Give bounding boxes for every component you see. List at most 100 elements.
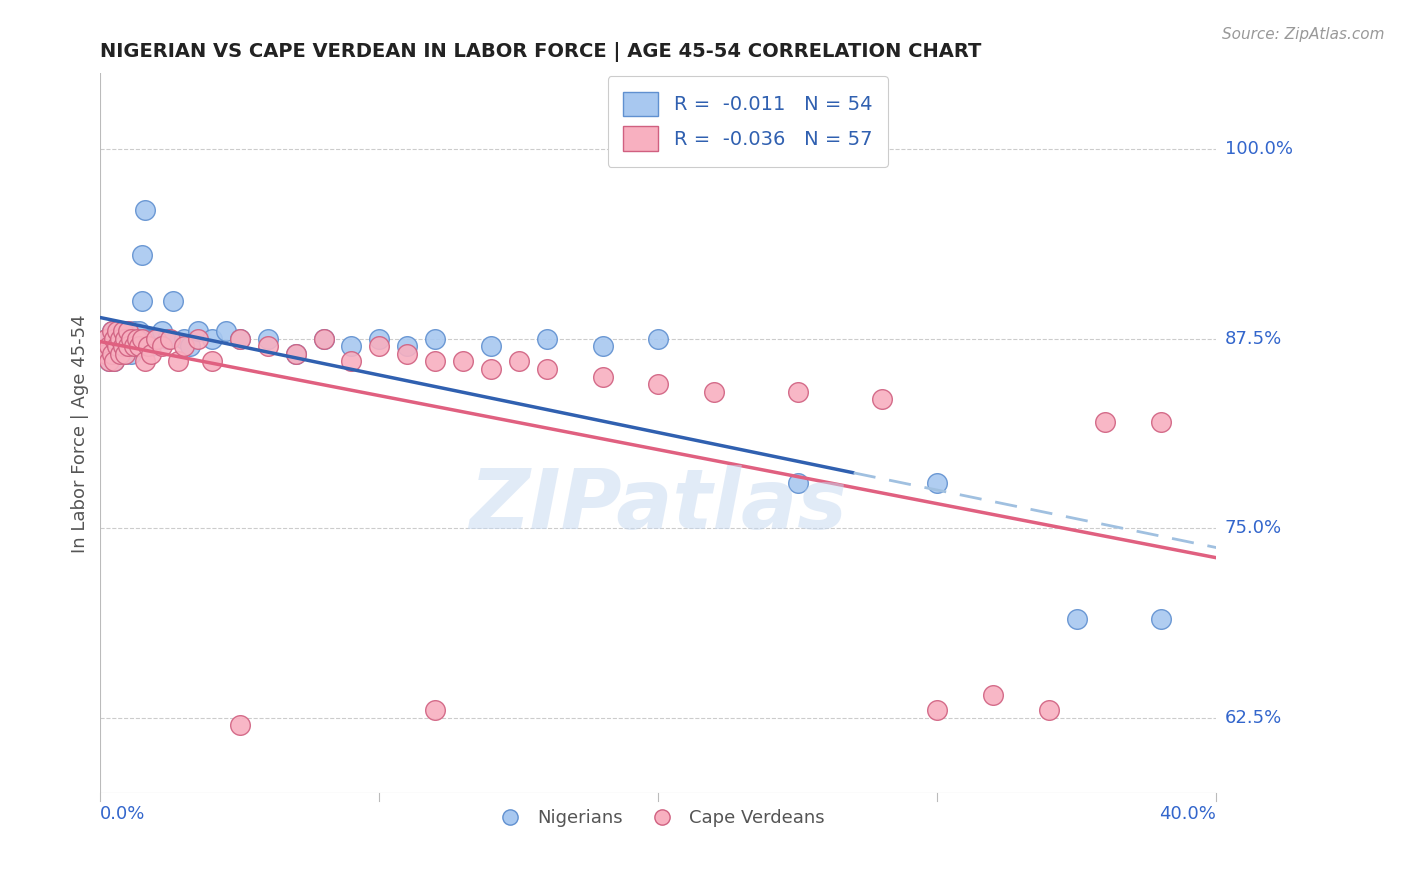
Point <box>105 339 128 353</box>
Point <box>536 362 558 376</box>
Point <box>187 324 209 338</box>
Text: 75.0%: 75.0% <box>1225 519 1282 537</box>
Y-axis label: In Labor Force | Age 45-54: In Labor Force | Age 45-54 <box>72 314 89 553</box>
Point <box>173 339 195 353</box>
Text: 87.5%: 87.5% <box>1225 330 1282 348</box>
Text: ZIPatlas: ZIPatlas <box>470 465 848 546</box>
Point <box>425 332 447 346</box>
Point <box>229 332 252 346</box>
Text: 0.0%: 0.0% <box>100 805 146 823</box>
Text: 100.0%: 100.0% <box>1225 140 1292 158</box>
Point <box>139 347 162 361</box>
Point <box>703 384 725 399</box>
Point <box>368 339 391 353</box>
Point <box>479 339 502 353</box>
Point <box>786 475 808 490</box>
Point <box>139 339 162 353</box>
Legend: Nigerians, Cape Verdeans: Nigerians, Cape Verdeans <box>485 802 832 835</box>
Point <box>159 332 181 346</box>
Point <box>134 354 156 368</box>
Point <box>145 332 167 346</box>
Point <box>100 324 122 338</box>
Point <box>136 339 159 353</box>
Point <box>97 354 120 368</box>
Point <box>117 324 139 338</box>
Point <box>1094 415 1116 429</box>
Point <box>100 347 122 361</box>
Point <box>105 324 128 338</box>
Point <box>97 339 120 353</box>
Point <box>122 339 145 353</box>
Point <box>592 339 614 353</box>
Point <box>94 347 117 361</box>
Point <box>97 354 120 368</box>
Point <box>647 377 669 392</box>
Point <box>114 347 136 361</box>
Point <box>142 332 165 346</box>
Point <box>256 332 278 346</box>
Point <box>103 354 125 368</box>
Point <box>108 347 131 361</box>
Point <box>108 347 131 361</box>
Point <box>368 332 391 346</box>
Point <box>122 324 145 338</box>
Point <box>103 354 125 368</box>
Point <box>97 339 120 353</box>
Point <box>508 354 530 368</box>
Point <box>284 347 307 361</box>
Point <box>100 324 122 338</box>
Point <box>128 324 150 338</box>
Point <box>125 332 148 346</box>
Point <box>114 332 136 346</box>
Point <box>981 688 1004 702</box>
Point <box>312 332 335 346</box>
Point <box>1149 415 1171 429</box>
Point <box>647 332 669 346</box>
Text: Source: ZipAtlas.com: Source: ZipAtlas.com <box>1222 27 1385 42</box>
Point <box>167 354 190 368</box>
Text: 62.5%: 62.5% <box>1225 708 1282 727</box>
Point <box>201 332 224 346</box>
Point <box>592 369 614 384</box>
Point <box>111 339 134 353</box>
Point <box>870 392 893 407</box>
Point <box>108 332 131 346</box>
Point <box>229 718 252 732</box>
Point <box>131 248 153 262</box>
Point <box>136 332 159 346</box>
Point <box>125 332 148 346</box>
Point <box>927 475 949 490</box>
Point <box>1038 703 1060 717</box>
Point <box>111 324 134 338</box>
Text: 40.0%: 40.0% <box>1160 805 1216 823</box>
Point <box>340 354 363 368</box>
Point <box>150 324 173 338</box>
Point <box>215 324 238 338</box>
Point <box>786 384 808 399</box>
Point <box>1066 612 1088 626</box>
Point <box>103 332 125 346</box>
Point <box>927 703 949 717</box>
Point <box>105 324 128 338</box>
Point <box>162 293 184 308</box>
Point <box>117 324 139 338</box>
Point <box>117 339 139 353</box>
Point <box>103 332 125 346</box>
Point <box>122 339 145 353</box>
Point <box>111 324 134 338</box>
Point <box>120 332 142 346</box>
Point <box>108 332 131 346</box>
Point <box>1149 612 1171 626</box>
Point <box>105 339 128 353</box>
Point <box>128 339 150 353</box>
Point <box>340 339 363 353</box>
Point <box>451 354 474 368</box>
Text: NIGERIAN VS CAPE VERDEAN IN LABOR FORCE | AGE 45-54 CORRELATION CHART: NIGERIAN VS CAPE VERDEAN IN LABOR FORCE … <box>100 42 981 62</box>
Point <box>396 339 419 353</box>
Point <box>131 293 153 308</box>
Point <box>120 332 142 346</box>
Point <box>156 332 179 346</box>
Point <box>229 332 252 346</box>
Point <box>396 347 419 361</box>
Point <box>114 347 136 361</box>
